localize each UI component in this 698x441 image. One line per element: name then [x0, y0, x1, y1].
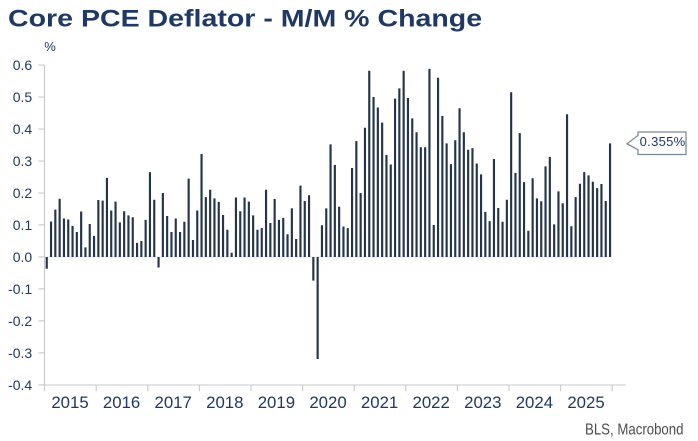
- svg-text:2018: 2018: [206, 393, 243, 412]
- svg-text:0.4: 0.4: [13, 121, 33, 137]
- svg-text:2021: 2021: [361, 393, 398, 412]
- svg-text:0.0: 0.0: [13, 249, 33, 265]
- svg-text:2015: 2015: [51, 393, 88, 412]
- svg-text:2019: 2019: [258, 393, 295, 412]
- svg-text:2020: 2020: [309, 393, 346, 412]
- svg-text:0.2: 0.2: [13, 185, 33, 201]
- svg-text:0.6: 0.6: [13, 57, 33, 73]
- svg-text:2016: 2016: [103, 393, 140, 412]
- svg-text:2025: 2025: [567, 393, 604, 412]
- svg-text:0.355%: 0.355%: [640, 134, 686, 149]
- svg-text:BLS, Macrobond: BLS, Macrobond: [585, 422, 684, 439]
- svg-text:2024: 2024: [516, 393, 553, 412]
- svg-text:0.5: 0.5: [13, 89, 33, 105]
- svg-text:2017: 2017: [155, 393, 192, 412]
- svg-text:0.1: 0.1: [13, 217, 33, 233]
- svg-text:0.3: 0.3: [13, 153, 33, 169]
- svg-text:%: %: [44, 39, 56, 54]
- svg-text:2023: 2023: [464, 393, 501, 412]
- svg-text:-0.1: -0.1: [8, 281, 32, 297]
- svg-text:-0.4: -0.4: [8, 377, 32, 393]
- svg-text:Core PCE Deflator - M/M % Chan: Core PCE Deflator - M/M % Change: [8, 4, 482, 31]
- svg-text:-0.3: -0.3: [8, 345, 32, 361]
- svg-text:-0.2: -0.2: [8, 313, 32, 329]
- svg-text:2022: 2022: [413, 393, 450, 412]
